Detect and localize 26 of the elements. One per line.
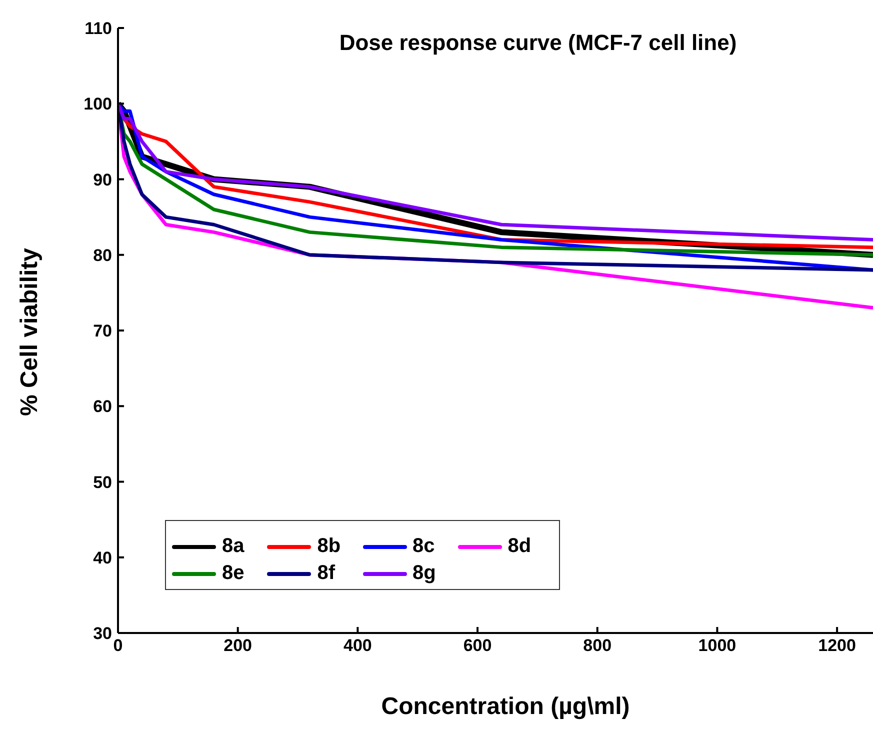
y-axis-title: % Cell viability	[16, 246, 44, 418]
chart-title: Dose response curve (MCF-7 cell line)	[338, 30, 738, 56]
legend-label: 8g	[412, 562, 436, 585]
x-tick-label: 600	[463, 636, 492, 656]
y-tick-label: 110	[84, 19, 112, 38]
y-tick-label: 60	[93, 397, 112, 416]
legend-label: 8d	[508, 535, 532, 558]
y-tick-label: 100	[84, 94, 112, 114]
y-tick-label: 50	[93, 472, 112, 492]
x-tick-label: 400	[343, 636, 372, 656]
legend-label: 8a	[222, 535, 244, 558]
y-tick-label: 30	[93, 624, 112, 644]
y-tick-label: 80	[93, 246, 112, 265]
y-tick-label: 70	[93, 322, 112, 341]
x-tick-label: 200	[224, 636, 252, 656]
x-tick-label: 800	[583, 636, 612, 656]
x-tick-label: 1200	[818, 636, 856, 656]
x-axis-title: Concentration (µg\ml)	[380, 693, 631, 721]
x-tick-label: 1000	[698, 636, 736, 656]
legend-label: 8f	[317, 562, 336, 585]
legend-label: 8c	[412, 535, 435, 558]
legend-label: 8b	[317, 535, 341, 558]
legend-label: 8e	[222, 562, 244, 585]
y-tick-label: 90	[93, 170, 112, 190]
x-tick-label: 0	[113, 636, 123, 656]
y-tick-label: 40	[93, 548, 112, 568]
